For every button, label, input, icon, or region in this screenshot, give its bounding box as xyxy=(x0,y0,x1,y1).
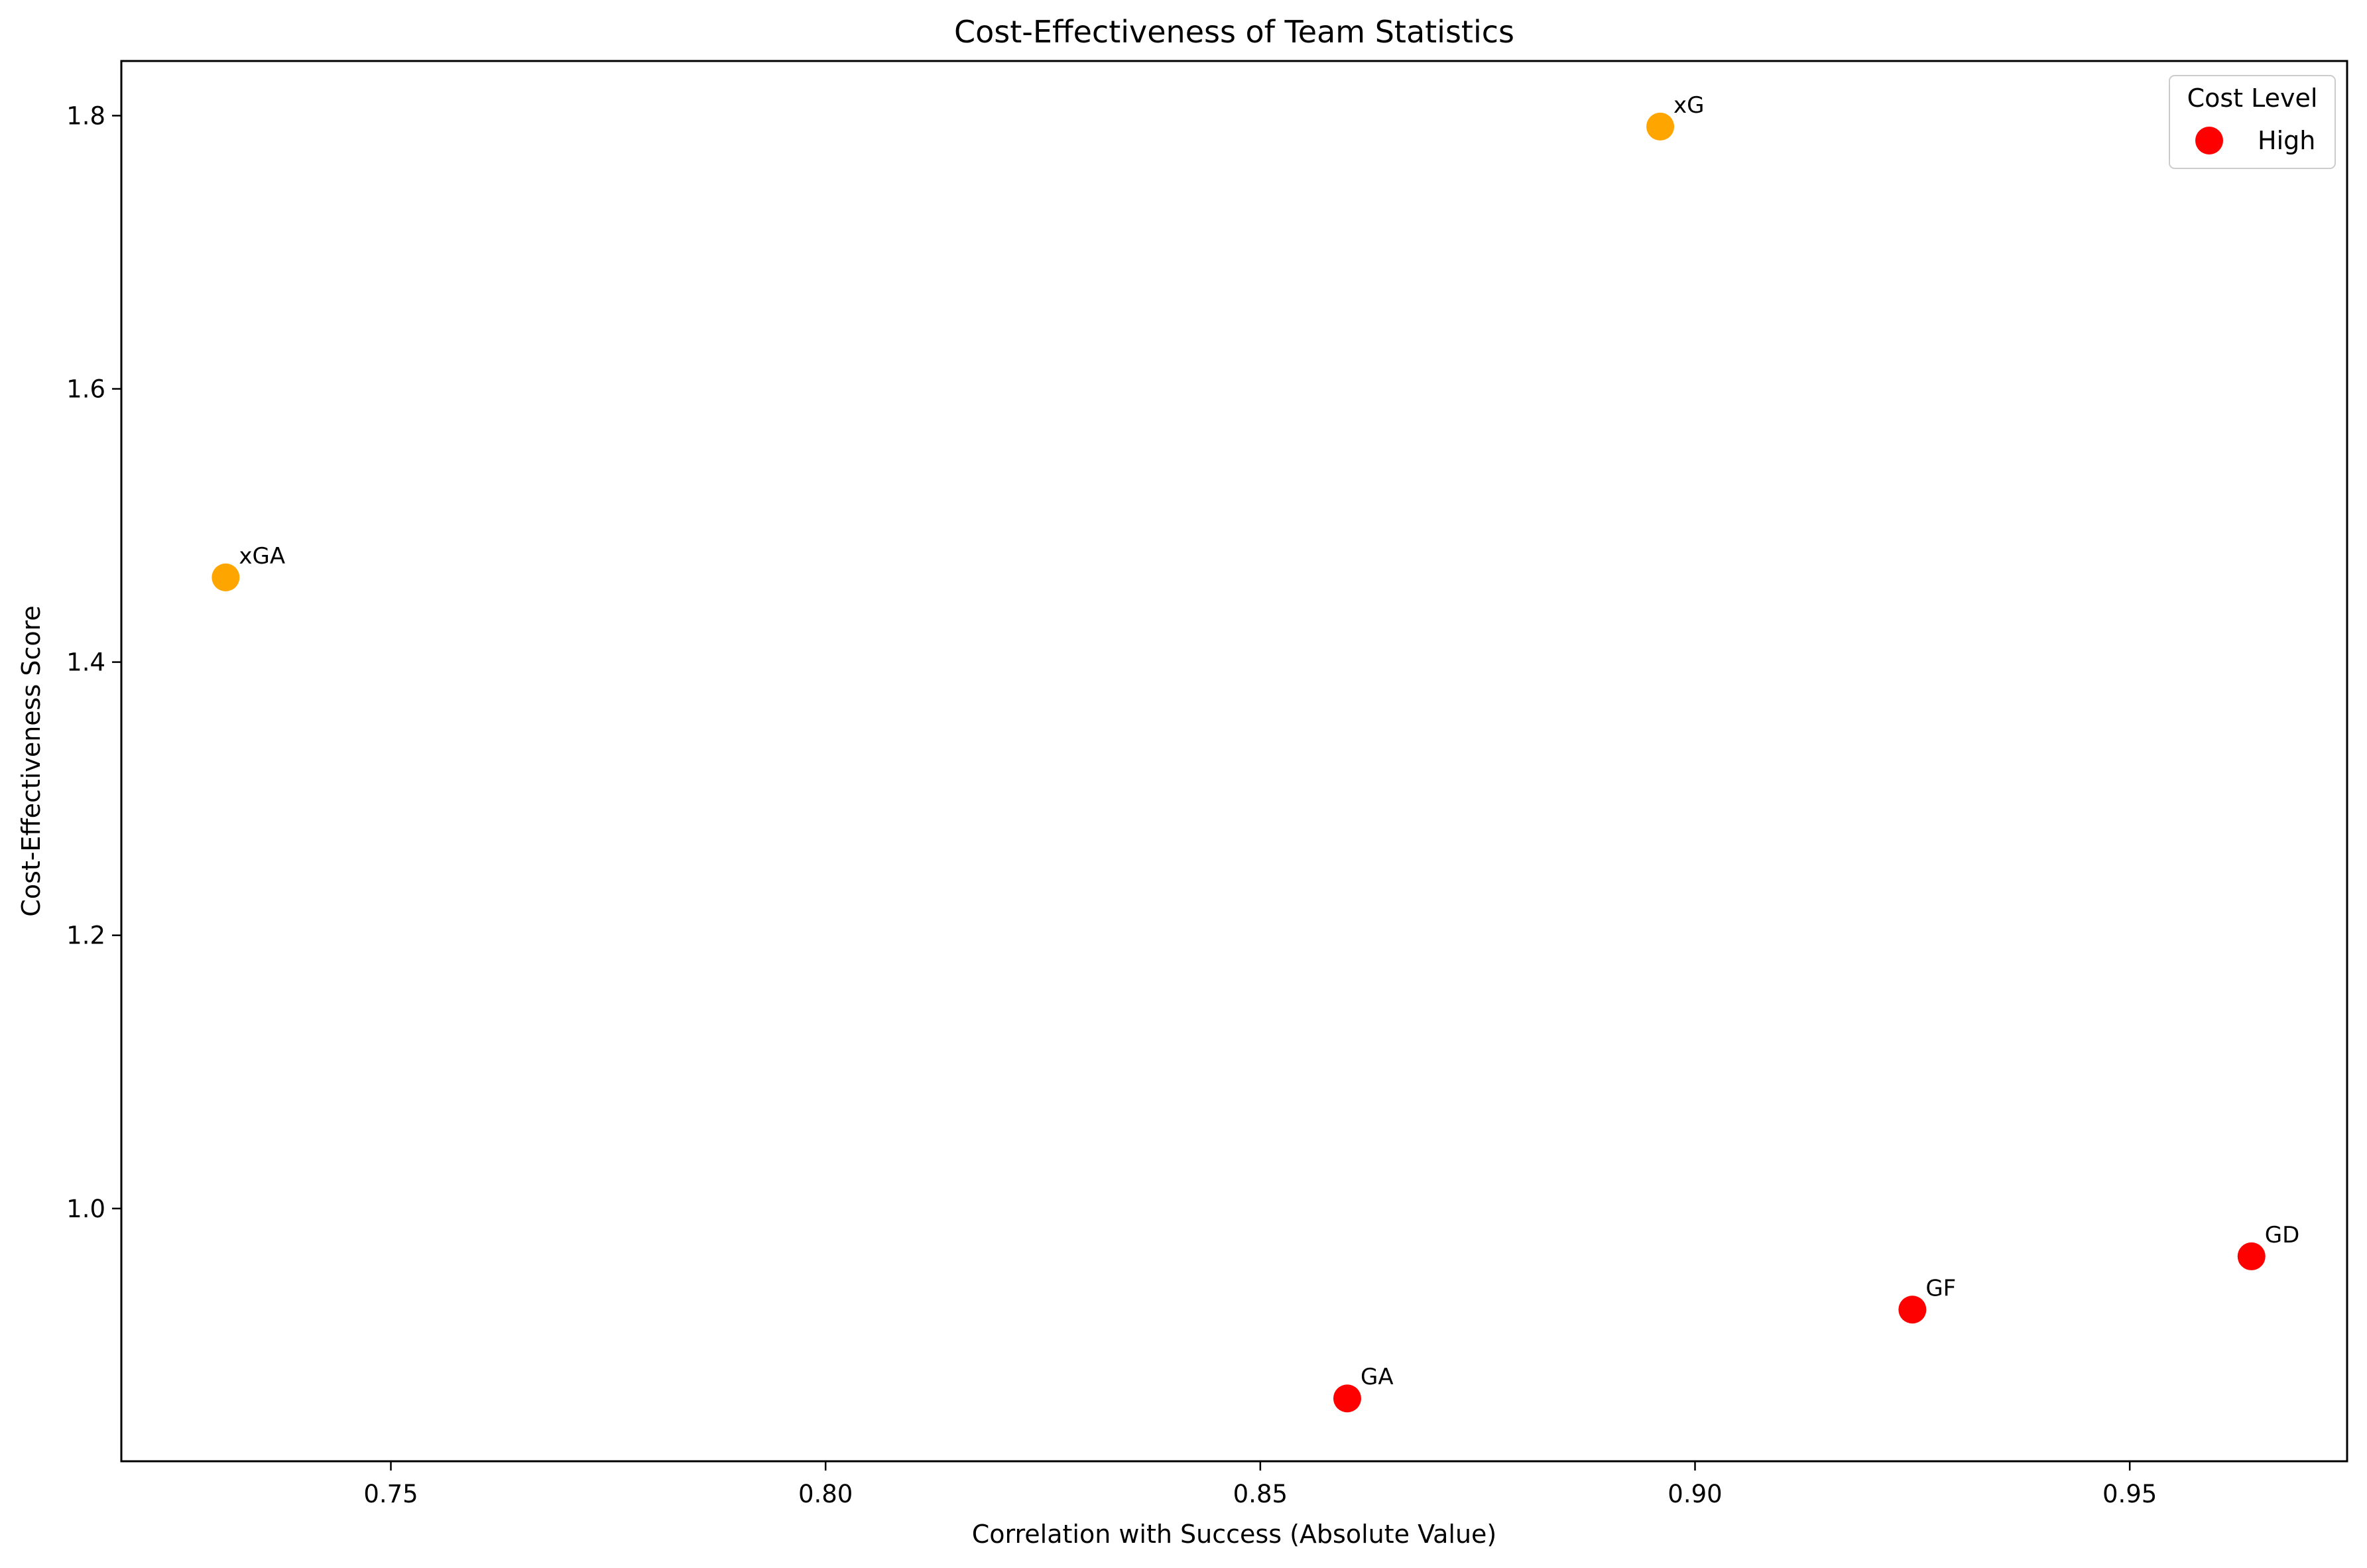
data-point-gf xyxy=(1898,1296,1927,1324)
x-axis-ticks: 0.75 0.80 0.85 0.90 0.95 xyxy=(363,1461,2157,1508)
point-label-ga: GA xyxy=(1361,1364,1394,1390)
data-point-gd xyxy=(2237,1242,2266,1270)
x-tick-label: 0.85 xyxy=(1233,1480,1288,1508)
data-points: xGA xG GA GF GD xyxy=(212,92,2300,1413)
y-axis-ticks: 1.0 1.2 1.4 1.6 1.8 xyxy=(66,101,121,1223)
x-tick-label: 0.80 xyxy=(798,1480,853,1508)
legend-title: Cost Level xyxy=(2187,84,2318,113)
y-tick-label: 1.4 xyxy=(66,648,105,677)
y-tick-label: 1.8 xyxy=(66,101,105,130)
point-label-xga: xGA xyxy=(239,543,285,570)
point-label-gd: GD xyxy=(2265,1222,2300,1248)
plot-area: 0.75 0.80 0.85 0.90 0.95 1.0 1.2 1.4 1.6 1.8 xGA… xyxy=(66,60,2348,1508)
y-axis-label: Cost-Effectiveness Score xyxy=(17,605,46,917)
x-axis-label: Correlation with Success (Absolute Value… xyxy=(972,1520,1497,1549)
x-tick-label: 0.90 xyxy=(1668,1480,1722,1508)
legend: Cost Level High xyxy=(2169,75,2336,169)
plot-frame xyxy=(120,60,2348,1463)
legend-entry-label: High xyxy=(2258,126,2315,155)
x-tick-label: 0.95 xyxy=(2102,1480,2157,1508)
y-tick-label: 1.2 xyxy=(66,922,105,950)
data-point-ga xyxy=(1333,1384,1361,1413)
y-tick-label: 1.0 xyxy=(66,1195,105,1223)
chart-title: Cost-Effectiveness of Team Statistics xyxy=(954,14,1514,50)
data-point-xga xyxy=(212,563,240,591)
legend-marker xyxy=(2195,127,2223,154)
point-label-xg: xG xyxy=(1673,92,1704,119)
y-tick-label: 1.6 xyxy=(66,375,105,404)
x-tick-label: 0.75 xyxy=(363,1480,418,1508)
point-label-gf: GF xyxy=(1925,1275,1956,1301)
data-point-xg xyxy=(1646,112,1675,141)
legend-entries: High xyxy=(2195,126,2315,155)
